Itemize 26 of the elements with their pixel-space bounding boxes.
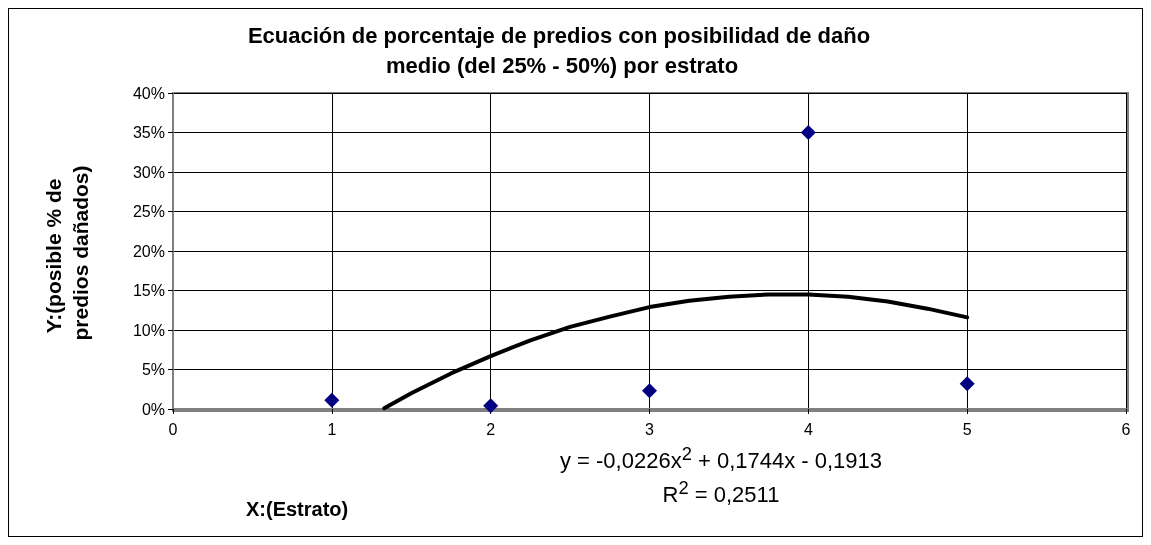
- x-tick-label: 5: [962, 420, 972, 438]
- y-tick-label: 0%: [141, 400, 165, 418]
- y-tick-label: 30%: [132, 163, 165, 181]
- point: [959, 376, 975, 392]
- y-tick-label: 5%: [141, 361, 165, 378]
- y-axis-title: Y:(posible % de predios dañados): [42, 165, 92, 341]
- chart-title: Ecuación de porcentaje de predios con posibilidad de daño medio (del 25% - 50%) por estrato: [247, 22, 871, 78]
- point: [642, 383, 657, 399]
- x-axis-title: X:(Estrato): [246, 498, 349, 520]
- point: [800, 125, 816, 140]
- y-tick-label: 15%: [132, 282, 165, 299]
- y-tick-label: 10%: [132, 321, 165, 339]
- y-tick-label: 25%: [132, 203, 165, 220]
- point: [324, 392, 340, 408]
- y-tick-label: 20%: [132, 242, 165, 260]
- x-tick-label: 1: [327, 420, 337, 438]
- x-tick-label: 6: [1121, 420, 1131, 438]
- x-tick-label: 3: [645, 420, 655, 438]
- point: [483, 398, 499, 414]
- y-tick-label: 40%: [132, 84, 165, 102]
- text: y = -0,0226x$^{2}$ + 0,1744x - 0,1913: [558, 443, 884, 475]
- x-tick-label: 0: [168, 420, 178, 438]
- text: R$^{2}$ = 0,2511: [661, 477, 781, 509]
- x-tick-label: 2: [486, 420, 496, 438]
- x-tick-label: 4: [803, 420, 813, 438]
- y-tick-label: 35%: [132, 124, 165, 141]
